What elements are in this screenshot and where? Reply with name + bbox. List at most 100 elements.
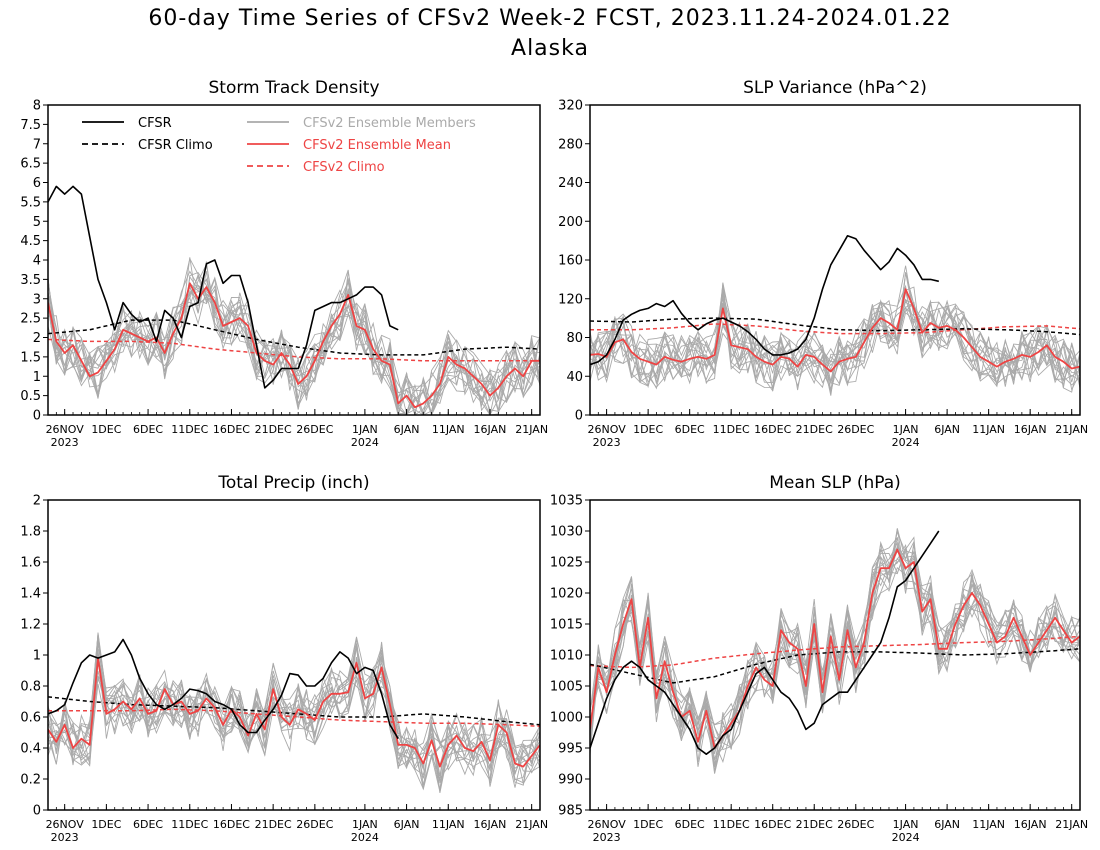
x-tick-label: 21DEC [255,818,292,831]
x-tick-label: 1DEC [633,423,663,436]
panel-4: Mean SLP (hPa) 985 990 995 1000 1005 1010 1015 1… [550,473,1088,844]
x-tick-label: 16DEC [754,423,791,436]
y-tick-label: 200 [558,215,583,230]
x-tick-label: 11JAN [432,818,465,831]
y-tick-label: 8 [33,99,41,114]
y-tick-label: 240 [558,176,583,191]
cfsv2-climo-line [48,338,540,362]
y-tick-label: 320 [558,99,583,114]
ens-mean-line [590,288,1080,373]
y-tick-label: 5.5 [20,195,41,210]
y-tick-label: 0.6 [20,711,41,726]
legend-cfsr-label: CFSR [138,116,172,131]
ensemble-member-line [48,278,540,415]
x-tick-label: 16DEC [213,423,250,436]
y-tick-label: 0 [33,804,41,819]
y-tick-label: 1.5 [20,350,41,365]
plot-area [48,185,540,415]
y-tick-label: 280 [558,137,583,152]
panel-1: Storm Track Density 0 0.5 1 1.5 2 2.5 3 3.5 4 4.5 5… [20,78,548,449]
y-tick-label: 1.8 [20,525,41,540]
y-tick-label: 1.4 [20,587,41,602]
panel-title: Storm Track Density [208,78,379,98]
x-tick-label: 6DEC [675,818,705,831]
x-tick-label: 26NOV [46,818,85,831]
x-tick-label: 16JAN [1014,423,1047,436]
cfsr-line [590,235,939,366]
x-tick-label: 6JAN [934,818,960,831]
y-tick-label: 0.2 [20,773,41,788]
x-tick-label: 6JAN [394,423,420,436]
y-tick-label: 4.5 [20,234,41,249]
x-tick-label: 1DEC [91,818,121,831]
page-title: 60-day Time Series of CFSv2 Week-2 FCST,… [148,6,952,31]
ens-mean-line [590,548,1080,749]
ensemble-member-line [590,528,1080,762]
panel-frame [47,499,541,811]
x-tick-year-label: 2023 [51,831,79,844]
y-tick-label: 1005 [550,680,583,695]
x-tick-year-label: 2023 [593,436,621,449]
x-tick-label: 26NOV [46,423,85,436]
x-tick-label: 21DEC [796,423,833,436]
x-tick-label: 11JAN [972,423,1005,436]
cfsr-line [590,530,940,756]
y-tick-label: 3.5 [20,273,41,288]
ensemble-member-line [48,644,540,790]
legend: CFSR CFSR Climo CFSv2 Ensemble Members CFSv… [82,116,476,175]
plot-area [48,632,540,793]
y-tick-label: 40 [566,370,583,385]
ensemble-member-line [48,642,540,774]
x-tick-label: 1DEC [633,818,663,831]
y-tick-label: 990 [558,773,583,788]
x-tick-label: 6DEC [133,423,163,436]
x-tick-label: 21DEC [796,818,833,831]
x-tick-label: 26DEC [296,423,333,436]
y-tick-label: 5 [33,215,41,230]
y-tick-label: 1 [33,370,41,385]
y-tick-label: 1 [33,649,41,664]
plot-area [590,235,1080,396]
x-tick-label: 26DEC [837,818,874,831]
x-tick-label: 21JAN [515,818,548,831]
y-tick-label: 1030 [550,525,583,540]
ensemble-member-line [48,634,540,786]
ensemble-member-line [48,643,540,788]
ensemble-member-line [590,304,1080,389]
y-tick-label: 7.5 [20,118,41,133]
x-tick-label: 11JAN [972,818,1005,831]
y-tick-label: 0 [575,409,583,424]
x-tick-label: 6DEC [675,423,705,436]
ensemble-member-line [48,276,540,415]
legend-cfsv2-climo-label: CFSv2 Climo [303,160,385,175]
y-tick-label: 1020 [550,587,583,602]
x-tick-label: 11DEC [171,818,208,831]
panel-title: Total Precip (inch) [217,473,369,493]
x-tick-year-label: 2024 [351,436,379,449]
ensemble-member-line [590,291,1080,389]
x-tick-year-label: 2023 [593,831,621,844]
ensemble-member-line [590,540,1080,764]
ensemble-member-line [590,282,1080,392]
cfsr-climo-line [48,319,540,356]
legend-ens-mean-label: CFSv2 Ensemble Mean [303,138,451,153]
y-tick-label: 1.2 [20,618,41,633]
panel-title: SLP Variance (hPa^2) [743,78,927,98]
x-tick-label: 16DEC [754,818,791,831]
cfsr-climo-line [48,696,540,726]
x-tick-label: 1JAN [893,423,919,436]
ensemble-member-line [590,537,1080,764]
y-tick-label: 1015 [550,618,583,633]
x-tick-label: 11JAN [432,423,465,436]
y-tick-label: 120 [558,292,583,307]
x-tick-year-label: 2023 [51,436,79,449]
x-tick-year-label: 2024 [351,831,379,844]
ensemble-member-line [590,272,1080,393]
x-tick-year-label: 2024 [892,436,920,449]
y-tick-label: 1010 [550,649,583,664]
ensemble-member-line [48,269,540,415]
ensemble-member-line [48,646,540,792]
y-tick-label: 0.5 [20,389,41,404]
panel-title: Mean SLP (hPa) [769,473,901,493]
y-tick-label: 2 [33,331,41,346]
